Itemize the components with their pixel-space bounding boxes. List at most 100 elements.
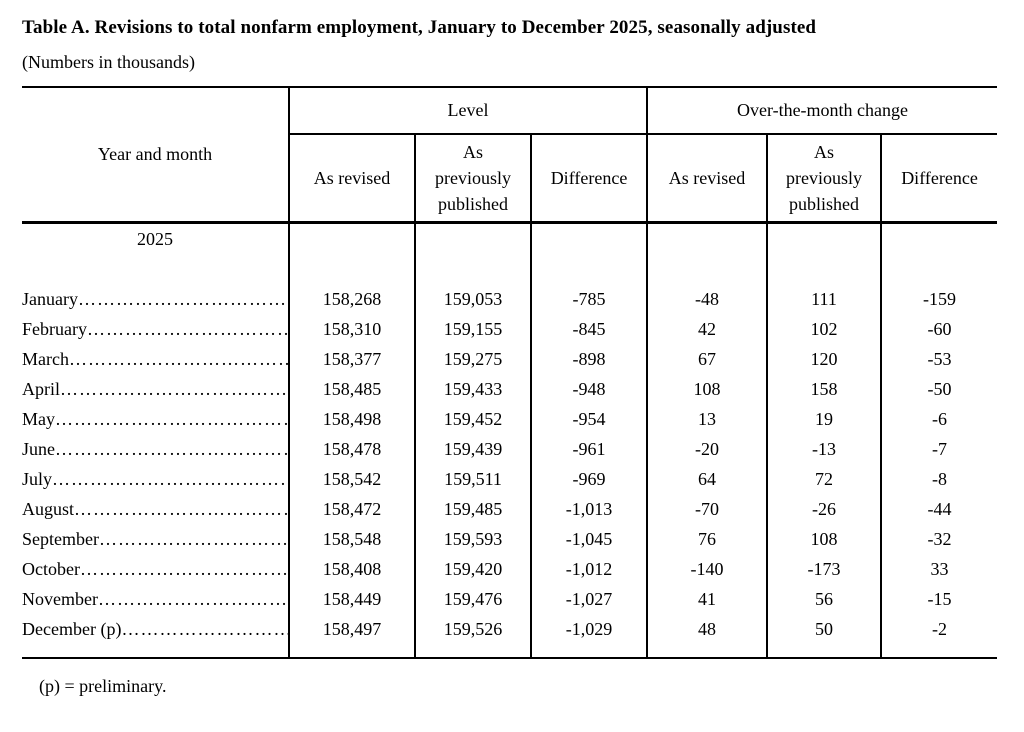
value-cell: -15 (880, 584, 997, 614)
value-cell: 159,053 (414, 284, 531, 314)
value-cell: -26 (766, 494, 881, 524)
month-label: December (p)…………………………………………………………………………… (22, 614, 289, 658)
column-header-change-as-revised: As revised (646, 134, 767, 224)
table-row: July……………………………………………………………………………………158,… (22, 464, 997, 494)
value-cell: 50 (766, 614, 881, 658)
value-cell: -8 (880, 464, 997, 494)
month-name: April (22, 379, 60, 399)
value-cell: -44 (880, 494, 997, 524)
value-cell: -954 (530, 404, 647, 434)
value-cell: 158,548 (288, 524, 415, 554)
value-cell: -898 (530, 344, 647, 374)
value-cell: -948 (530, 374, 647, 404)
value-cell: -70 (646, 494, 767, 524)
value-cell: -2 (880, 614, 997, 658)
value-cell: -845 (530, 314, 647, 344)
value-cell: 158,478 (288, 434, 415, 464)
value-cell: -1,029 (530, 614, 647, 658)
month-name: August (22, 499, 75, 519)
table-header: Year and month Level Over-the-month chan… (22, 87, 997, 224)
dot-leader: …………………………………………………………………………………… (74, 499, 288, 519)
month-name: November (22, 589, 98, 609)
table-row: September…………………………………………………………………………………… (22, 524, 997, 554)
value-cell: 76 (646, 524, 767, 554)
revisions-table: Year and month Level Over-the-month chan… (22, 86, 997, 659)
value-cell: 111 (766, 284, 881, 314)
dot-leader: …………………………………………………………………………………… (60, 379, 288, 399)
value-cell: 13 (646, 404, 767, 434)
month-label: October…………………………………………………………………………………… (22, 554, 289, 584)
value-cell: 159,439 (414, 434, 531, 464)
value-cell: 158,268 (288, 284, 415, 314)
value-cell: -159 (880, 284, 997, 314)
value-cell: 33 (880, 554, 997, 584)
value-cell: 19 (766, 404, 881, 434)
value-cell: -6 (880, 404, 997, 434)
table-subtitle: (Numbers in thousands) (22, 52, 195, 72)
value-cell: 158,449 (288, 584, 415, 614)
year-row: 2025 (22, 222, 997, 254)
dot-leader: …………………………………………………………………………………… (97, 589, 288, 609)
month-label: June…………………………………………………………………………………… (22, 434, 289, 464)
month-label: November…………………………………………………………………………………… (22, 584, 289, 614)
table-row: October…………………………………………………………………………………… 1… (22, 554, 997, 584)
value-cell: -785 (530, 284, 647, 314)
dot-leader: …………………………………………………………………………………… (52, 469, 288, 489)
value-cell: 159,511 (414, 464, 531, 494)
table-row: March……………………………………………………………………………………158… (22, 344, 997, 374)
dot-leader: …………………………………………………………………………………… (86, 319, 288, 339)
dot-leader: …………………………………………………………………………………… (55, 409, 288, 429)
column-header-level-as-previously-published: As previously published (414, 134, 531, 224)
value-cell: 72 (766, 464, 881, 494)
value-cell: 158,542 (288, 464, 415, 494)
year-label: 2025 (137, 229, 173, 249)
value-cell: 42 (646, 314, 767, 344)
value-cell: -1,045 (530, 524, 647, 554)
value-cell: 158,497 (288, 614, 415, 658)
value-cell: 64 (646, 464, 767, 494)
month-label: January…………………………………………………………………………………… (22, 284, 289, 314)
month-name: February (22, 319, 87, 339)
value-cell: -53 (880, 344, 997, 374)
month-label: July…………………………………………………………………………………… (22, 464, 289, 494)
month-name: July (22, 469, 53, 489)
table-row: June……………………………………………………………………………………158,… (22, 434, 997, 464)
value-cell: 159,275 (414, 344, 531, 374)
table-title: Table A. Revisions to total nonfarm empl… (22, 17, 817, 38)
month-name: September (22, 529, 99, 549)
value-cell: 158,498 (288, 404, 415, 434)
value-cell: 159,420 (414, 554, 531, 584)
value-cell: 159,593 (414, 524, 531, 554)
value-cell: -1,027 (530, 584, 647, 614)
value-cell: 67 (646, 344, 767, 374)
value-cell: -20 (646, 434, 767, 464)
column-header-change-difference: Difference (880, 134, 997, 224)
column-header-level-as-revised: As revised (288, 134, 415, 224)
value-cell: -969 (530, 464, 647, 494)
table-row: April……………………………………………………………………………………158… (22, 374, 997, 404)
value-cell: 158,310 (288, 314, 415, 344)
value-cell: 108 (646, 374, 767, 404)
month-label: February…………………………………………………………………………………… (22, 314, 289, 344)
table-row: August……………………………………………………………………………………15… (22, 494, 997, 524)
value-cell: -48 (646, 284, 767, 314)
month-label: March…………………………………………………………………………………… (22, 344, 289, 374)
value-cell: -50 (880, 374, 997, 404)
column-header-level-difference: Difference (530, 134, 647, 224)
month-label: April…………………………………………………………………………………… (22, 374, 289, 404)
value-cell: 158,485 (288, 374, 415, 404)
dot-leader: …………………………………………………………………………………… (55, 439, 288, 459)
month-name: June (22, 439, 55, 459)
value-cell: 159,155 (414, 314, 531, 344)
value-cell: 158,377 (288, 344, 415, 374)
value-cell: 56 (766, 584, 881, 614)
group-header-level: Level (288, 87, 647, 135)
column-header-change-as-previously-published: As previously published (766, 134, 881, 224)
value-cell: -1,013 (530, 494, 647, 524)
value-cell: -173 (766, 554, 881, 584)
dot-leader: …………………………………………………………………………………… (98, 529, 288, 549)
value-cell: 120 (766, 344, 881, 374)
footnote: (p) = preliminary. (39, 676, 167, 696)
table-row: January……………………………………………………………………………………1… (22, 284, 997, 314)
month-name: January (22, 289, 78, 309)
